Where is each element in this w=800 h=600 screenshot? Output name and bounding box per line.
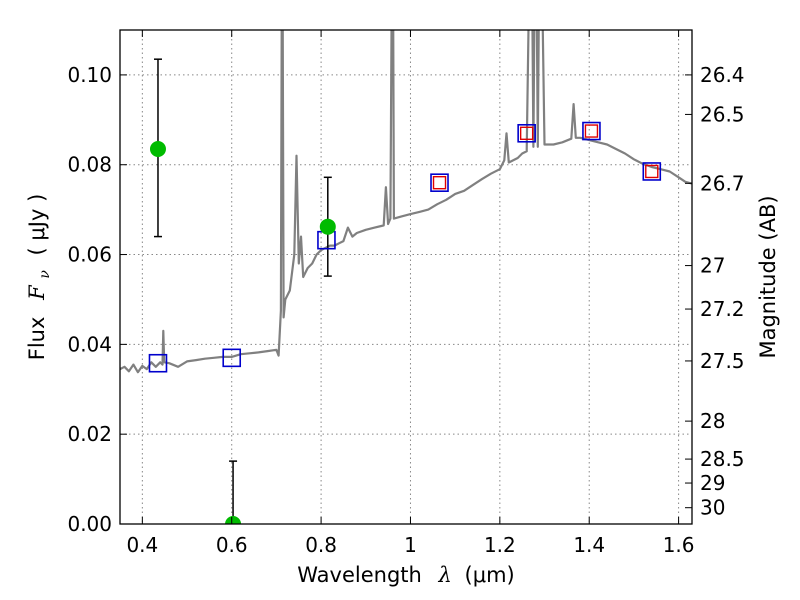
mag-tick-label: 26.4 [700, 63, 745, 87]
mag-tick-label: 27 [700, 254, 725, 278]
plot-frame [119, 29, 693, 525]
x-tick-label: 1.2 [484, 533, 516, 557]
x-tick-label: 1.4 [573, 533, 605, 557]
model-flux-square-red [584, 124, 599, 138]
x-tick-label: 0.4 [126, 533, 158, 557]
mag-tick-label: 30 [700, 496, 725, 520]
y-tick-label: 0.00 [67, 512, 112, 536]
x-axis-label: Wavelength λ (μm) [297, 563, 514, 587]
y-tick-label: 0.04 [67, 332, 112, 356]
axes: 0.4 0.6 0.8 1 1.2 1.4 1.6 0.00 0.02 0.04 0.06 0.08 0… [67, 30, 745, 557]
y-tick-label: 0.08 [67, 153, 112, 177]
x-axis-label-symbol: λ [438, 563, 452, 587]
model-flux-square [222, 348, 242, 368]
x-tick-label: 0.8 [305, 533, 337, 557]
grid [120, 30, 692, 525]
plot-area [120, 30, 692, 524]
y-axis-label-text: Flux [25, 317, 49, 361]
mag-tick-label: 26.7 [700, 171, 745, 195]
observed-point [149, 141, 166, 158]
x-tick-label: 1.6 [663, 533, 695, 557]
y-axis-label-unit: ( μJy ) [25, 194, 49, 256]
mag-tick-label: 26.5 [700, 102, 745, 126]
y-axis-label: Flux F ν ( μJy ) [25, 194, 54, 361]
model-flux-square [148, 353, 168, 373]
model-flux-square-red [645, 164, 659, 179]
y-tick-label: 0.02 [67, 422, 112, 446]
mag-tick-label: 27.5 [700, 349, 745, 373]
model-flux-square-red [519, 126, 534, 140]
x-tick-label: 1 [404, 533, 417, 557]
model-flux-square [582, 121, 601, 141]
mag-tick-label: 27.2 [700, 297, 745, 321]
y-tick-label: 0.06 [67, 243, 112, 267]
mag-tick-label: 28 [700, 409, 725, 433]
y-axis-label-subscript: ν [37, 270, 53, 279]
right-axis-label: Magnitude (AB) [756, 195, 780, 358]
model-flux-square [517, 123, 536, 143]
mag-tick-label: 29 [700, 471, 725, 495]
spectrum-line [120, 30, 692, 374]
y-axis-label-symbol: F [25, 284, 49, 301]
model-flux-square-red [432, 175, 447, 190]
observed-point [225, 516, 242, 524]
observed-point [319, 218, 336, 235]
y-tick-label: 0.10 [67, 63, 112, 87]
x-tick-label: 0.6 [216, 533, 248, 557]
x-axis-label-text: Wavelength [297, 563, 422, 587]
model-flux-square [430, 173, 449, 192]
model-flux-square [642, 162, 662, 181]
mag-tick-label: 28.5 [700, 447, 745, 471]
x-axis-label-unit: (μm) [465, 563, 515, 587]
